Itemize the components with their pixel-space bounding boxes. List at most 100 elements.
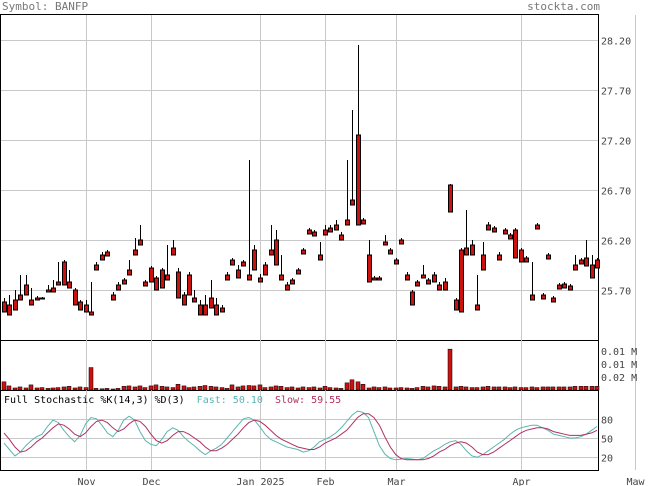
candle-body-104 <box>568 285 573 291</box>
grid-lines <box>1 15 636 470</box>
candle-body-61 <box>334 224 339 231</box>
candle-body-1 <box>7 304 12 316</box>
volume-bar-3 <box>17 386 23 391</box>
price-panel <box>0 14 599 341</box>
candle-body-74 <box>405 274 410 281</box>
price-tick-label-5: 28.20 <box>601 37 631 48</box>
candle-body-48 <box>263 264 268 276</box>
volume-bar-40 <box>219 387 225 391</box>
volume-bars <box>1 348 600 391</box>
candle-body-49 <box>269 249 274 256</box>
volume-bar-10 <box>55 387 61 391</box>
candle-body-6 <box>35 297 40 301</box>
candle-body-19 <box>105 251 110 257</box>
candle-body-70 <box>383 241 388 246</box>
candle-body-65 <box>356 134 361 226</box>
candle-body-103 <box>562 283 567 289</box>
volume-bar-22 <box>121 386 127 391</box>
candle-body-10 <box>56 281 61 286</box>
candle-body-43 <box>236 269 241 279</box>
candle-body-35 <box>192 297 197 303</box>
volume-tick-label-1: 0.01 M <box>601 360 637 371</box>
volume-bar-48 <box>262 387 268 391</box>
volume-bar-81 <box>442 386 448 391</box>
x-tick-label-5: Apr <box>512 477 530 486</box>
candle-body-25 <box>138 239 143 246</box>
candle-body-63 <box>345 219 350 226</box>
candle-body-76 <box>415 281 420 287</box>
candle-body-15 <box>84 304 89 313</box>
indicator-legend: Full Stochastic %K(14,3) %D(3) Fast: 50.… <box>4 395 341 406</box>
volume-bar-24 <box>132 386 138 391</box>
candle-body-3 <box>18 294 23 301</box>
site-label[interactable]: stockta.com <box>527 0 600 13</box>
volume-bar-53 <box>289 386 295 391</box>
volume-bar-51 <box>278 386 284 391</box>
volume-bar-11 <box>61 386 67 391</box>
candle-body-18 <box>100 254 105 261</box>
x-tick-label-2: Jan 2025 <box>236 477 284 486</box>
candle-body-64 <box>350 199 355 206</box>
volume-bar-60 <box>327 387 333 391</box>
volume-bar-58 <box>317 387 323 391</box>
candle-body-52 <box>285 284 290 291</box>
volume-bar-65 <box>355 381 361 391</box>
price-tick-label-1: 26.20 <box>601 237 631 248</box>
candle-body-54 <box>296 269 301 275</box>
candle-body-38 <box>209 297 214 309</box>
candle-body-88 <box>481 254 486 271</box>
volume-bar-74 <box>404 387 410 391</box>
x-tick-label-6: Maw <box>626 477 645 486</box>
candle-body-41 <box>225 274 230 281</box>
volume-bar-94 <box>512 386 518 391</box>
candle-body-45 <box>247 274 252 281</box>
volume-bar-90 <box>491 386 497 391</box>
candle-body-83 <box>454 299 459 311</box>
volume-bar-1 <box>6 385 12 391</box>
volume-bar-59 <box>322 386 328 391</box>
volume-bar-89 <box>485 386 491 391</box>
volume-bar-6 <box>34 387 40 391</box>
volume-bar-45 <box>246 385 252 391</box>
volume-bar-20 <box>110 388 116 391</box>
volume-tick-label-2: 0.01 M <box>601 347 637 358</box>
volume-bar-21 <box>115 388 121 391</box>
candle-body-68 <box>372 277 377 281</box>
candle-body-67 <box>367 254 372 283</box>
candles <box>2 45 600 316</box>
volume-bar-7 <box>39 387 45 391</box>
candle-body-44 <box>241 261 246 267</box>
volume-bar-61 <box>333 387 339 391</box>
volume-bar-109 <box>594 386 600 391</box>
candle-body-84 <box>459 249 464 313</box>
stoch-tick-label-1: 50 <box>601 435 613 446</box>
candle-body-94 <box>513 229 518 259</box>
candle-body-26 <box>143 281 148 287</box>
x-tick-label-0: Nov <box>77 477 95 486</box>
candle-body-90 <box>492 227 497 233</box>
volume-bar-56 <box>306 387 312 391</box>
volume-bar-2 <box>12 387 18 391</box>
candle-body-86 <box>470 244 475 256</box>
volume-bar-87 <box>474 387 480 391</box>
candle-body-79 <box>432 274 437 283</box>
candle-body-55 <box>301 249 306 255</box>
volume-bar-31 <box>170 387 176 391</box>
candle-body-60 <box>328 227 333 233</box>
stochastic-lines <box>3 410 598 461</box>
candle-body-105 <box>573 264 578 271</box>
candle-body-101 <box>551 297 556 303</box>
volume-bar-44 <box>240 385 246 391</box>
candle-body-8 <box>46 289 51 293</box>
candle-body-108 <box>590 264 595 279</box>
volume-bar-103 <box>561 386 567 391</box>
volume-bar-38 <box>208 386 214 391</box>
candle-body-36 <box>198 304 203 316</box>
volume-bar-86 <box>469 387 475 391</box>
volume-tick-label-0: 0.02 M <box>601 373 637 384</box>
price-tick-label-3: 27.20 <box>601 137 631 148</box>
candle-body-87 <box>475 304 480 311</box>
volume-bar-52 <box>284 387 290 391</box>
volume-bar-14 <box>77 386 83 391</box>
volume-bar-9 <box>50 387 56 391</box>
